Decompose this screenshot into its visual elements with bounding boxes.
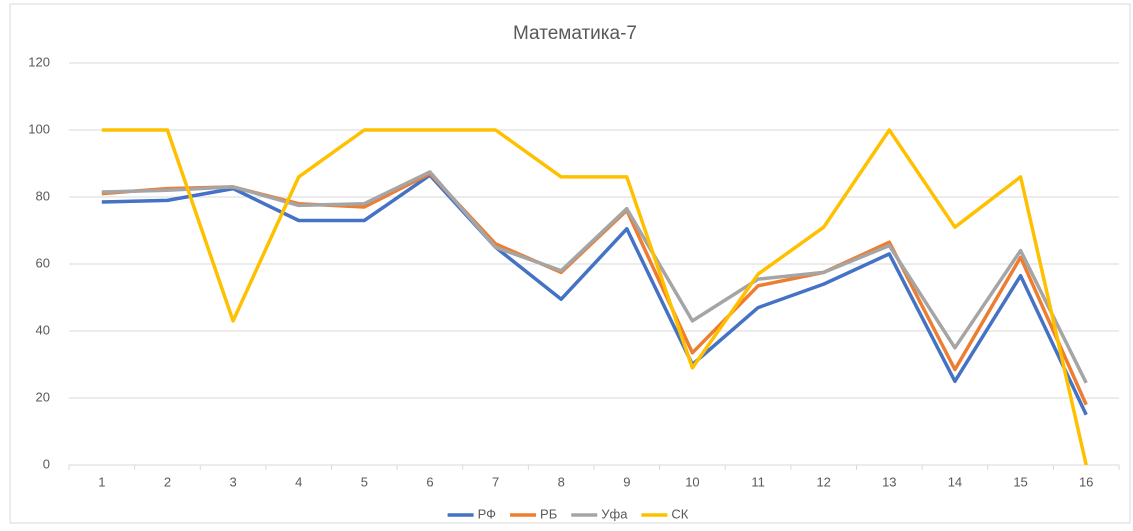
x-tick-label: 1: [98, 474, 105, 489]
legend-label: Уфа: [601, 506, 628, 521]
x-tick-label: 11: [751, 474, 765, 489]
series-line: [101, 170, 1088, 384]
x-tick-label: 10: [685, 474, 699, 489]
legend: РФ РБ Уфа СК: [447, 506, 689, 521]
y-tick-label: 40: [36, 322, 50, 337]
legend-label: РФ: [478, 506, 497, 521]
y-tick-label: 120: [28, 54, 50, 69]
y-tick-label: 100: [28, 121, 50, 136]
y-tick-label: 60: [36, 255, 50, 270]
x-tick-label: 14: [948, 474, 962, 489]
legend-label: РБ: [540, 506, 557, 521]
x-tick-label: 12: [816, 474, 830, 489]
legend-label: СК: [671, 506, 688, 521]
x-tick-label: 8: [558, 474, 565, 489]
x-tick-label: 13: [882, 474, 896, 489]
y-tick-label: 80: [36, 188, 50, 203]
y-tick-label: 20: [36, 389, 50, 404]
x-tick-label: 5: [361, 474, 368, 489]
x-tick-label: 9: [623, 474, 630, 489]
y-tick-label: 0: [43, 456, 50, 471]
x-tick-label: 6: [426, 474, 433, 489]
series-line: [101, 128, 1088, 466]
x-tick-label: 2: [164, 474, 171, 489]
x-tick-label: 7: [492, 474, 499, 489]
x-tick-label: 3: [229, 474, 236, 489]
x-tick-label: 16: [1079, 474, 1093, 489]
x-tick-label: 15: [1013, 474, 1027, 489]
x-tick-label: 4: [295, 474, 302, 489]
series-line: [101, 173, 1088, 416]
chart-title: Математика-7: [513, 23, 637, 44]
